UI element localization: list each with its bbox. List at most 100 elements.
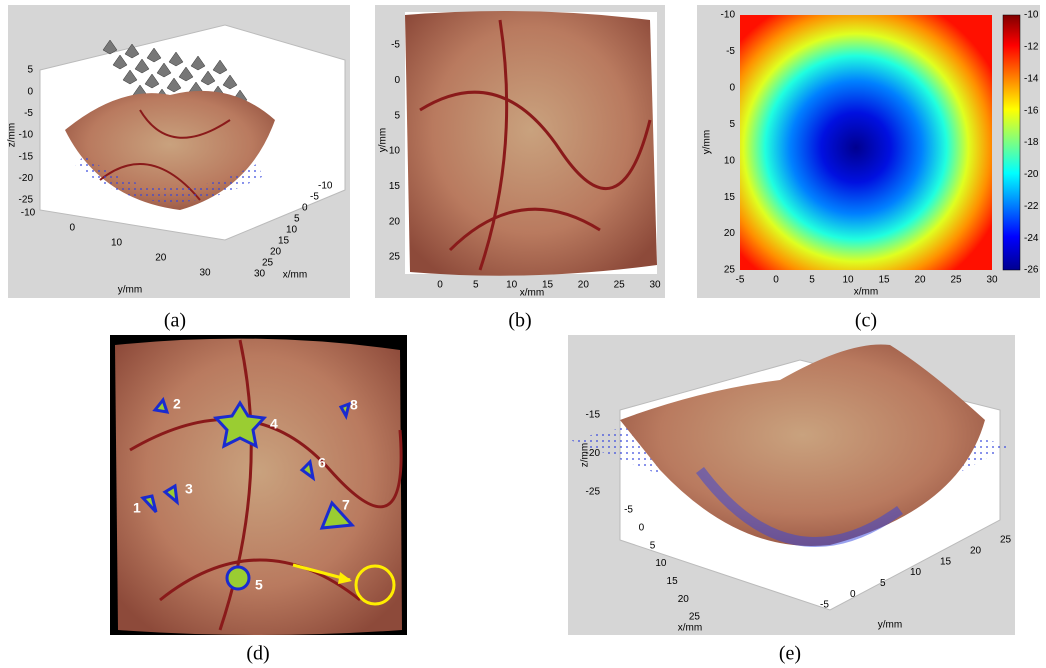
axis-label: z/mm (580, 443, 591, 467)
heatmap (740, 15, 992, 270)
x-tick-label: 30 (986, 275, 998, 286)
y-tick-label: 20 (155, 253, 167, 264)
colorbar-tick-label: -12 (1024, 42, 1039, 53)
z-tick-label: 5 (27, 65, 33, 76)
region-label: 4 (270, 416, 278, 432)
region-label: 6 (318, 455, 326, 471)
y-tick-label: 25 (1000, 535, 1012, 546)
caption: (a) (164, 310, 186, 332)
y-tick-label: 25 (724, 265, 736, 276)
x-tick-label: 5 (473, 280, 479, 291)
y-tick-label: 5 (880, 578, 886, 589)
x-tick-label: 25 (950, 275, 962, 286)
x-tick-label: 10 (506, 280, 518, 291)
axis-label: y/mm (118, 285, 142, 296)
z-tick-label: -5 (24, 108, 33, 119)
axis-label: x/mm (283, 270, 307, 281)
axis-label: x/mm (678, 623, 702, 634)
z-tick-label: -20 (19, 173, 34, 184)
region-label: 1 (133, 500, 141, 516)
region-label: 2 (173, 396, 181, 412)
x-tick-label: 20 (678, 594, 690, 605)
x-tick-label: 30 (254, 269, 266, 280)
x-tick-label: -5 (310, 192, 319, 203)
y-tick-label: 5 (394, 110, 400, 121)
axis-label: y/mm (878, 620, 902, 631)
x-tick-label: 0 (302, 203, 308, 214)
x-tick-label: -10 (318, 181, 333, 192)
axis-label: x/mm (854, 287, 878, 298)
x-tick-label: 15 (667, 576, 679, 587)
y-tick-label: 15 (724, 192, 736, 203)
caption: (e) (779, 643, 801, 665)
colorbar-tick-label: -14 (1024, 73, 1039, 84)
caption: (b) (508, 310, 531, 332)
x-tick-label: 20 (578, 280, 590, 291)
y-tick-label: 10 (724, 155, 736, 166)
colorbar-tick-label: -16 (1024, 105, 1039, 116)
colorbar-tick-label: -20 (1024, 169, 1039, 180)
x-tick-label: -5 (624, 505, 633, 516)
y-tick-label: -5 (726, 46, 735, 57)
z-tick-label: -10 (19, 130, 34, 141)
x-tick-label: -5 (736, 275, 745, 286)
z-tick-label: -15 (586, 410, 601, 421)
y-tick-label: 10 (389, 146, 401, 157)
figure: 50-5-10-15-20-25-100102030-10-5051015202… (0, 0, 1046, 668)
x-tick-label: 0 (437, 280, 443, 291)
y-tick-label: 15 (389, 181, 401, 192)
y-tick-label: 10 (910, 567, 922, 578)
y-tick-label: -10 (21, 208, 36, 219)
region-label: 5 (255, 577, 263, 593)
y-tick-label: 20 (389, 216, 401, 227)
y-tick-label: -5 (820, 600, 829, 611)
x-tick-label: 20 (270, 247, 282, 258)
y-tick-label: 10 (111, 238, 123, 249)
y-tick-label: -5 (391, 40, 400, 51)
y-tick-label: 0 (394, 75, 400, 86)
region-label: 7 (342, 497, 350, 513)
caption: (c) (855, 310, 877, 332)
image (405, 11, 657, 276)
x-tick-label: 25 (689, 612, 701, 623)
region-label: 3 (185, 481, 193, 497)
colorbar-tick-label: -26 (1024, 265, 1039, 276)
x-tick-label: 10 (655, 558, 667, 569)
colorbar-tick-label: -22 (1024, 201, 1039, 212)
x-tick-label: 15 (878, 275, 890, 286)
x-tick-label: 25 (262, 258, 274, 269)
x-tick-label: 15 (278, 236, 290, 247)
colorbar-tick-label: -24 (1024, 233, 1039, 244)
axis-label: x/mm (520, 288, 544, 299)
y-tick-label: 25 (389, 252, 401, 263)
y-tick-label: 0 (69, 223, 75, 234)
y-tick-label: 20 (724, 228, 736, 239)
z-tick-label: 0 (27, 86, 33, 97)
y-tick-label: 0 (850, 589, 856, 600)
z-tick-label: -25 (19, 195, 34, 206)
x-tick-label: 5 (809, 275, 815, 286)
caption: (d) (246, 643, 269, 665)
z-tick-label: -25 (586, 487, 601, 498)
colorbar (1003, 15, 1020, 270)
x-tick-label: 0 (639, 522, 645, 533)
x-tick-label: 5 (294, 214, 300, 225)
y-tick-label: 0 (729, 82, 735, 93)
x-tick-label: 10 (842, 275, 854, 286)
x-tick-label: 0 (773, 275, 779, 286)
axis-label: y/mm (378, 128, 389, 152)
colorbar-tick-label: -18 (1024, 137, 1039, 148)
colorbar-tick-label: -10 (1024, 10, 1039, 21)
x-tick-label: 10 (286, 225, 298, 236)
x-tick-label: 20 (914, 275, 926, 286)
y-tick-label: 30 (199, 268, 211, 279)
y-tick-label: -10 (721, 10, 736, 21)
x-tick-label: 30 (649, 280, 661, 291)
region-label: 8 (350, 397, 358, 413)
y-tick-label: 5 (729, 119, 735, 130)
x-tick-label: 25 (614, 280, 626, 291)
axis-label: y/mm (702, 130, 713, 154)
y-tick-label: 15 (940, 556, 952, 567)
axis-label: z/mm (7, 123, 18, 147)
x-tick-label: 5 (650, 540, 656, 551)
